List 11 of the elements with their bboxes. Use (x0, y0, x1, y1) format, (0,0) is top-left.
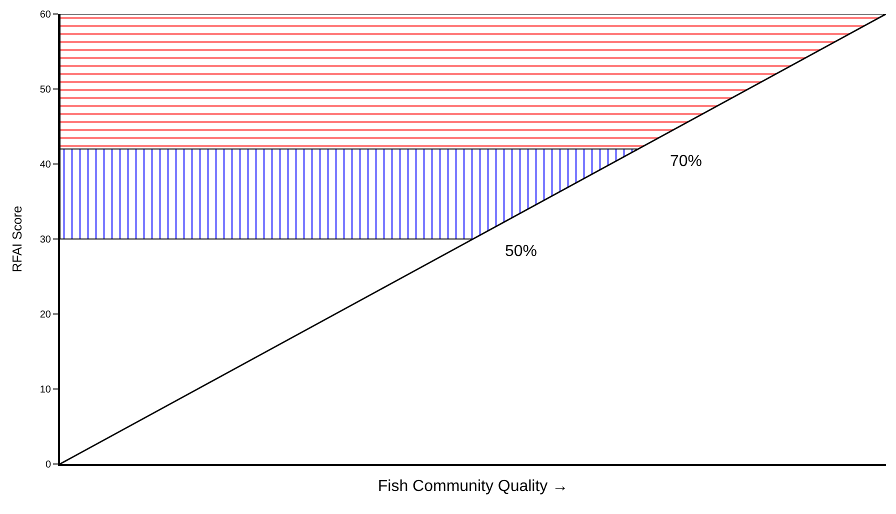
y-tick-label: 40 (40, 160, 52, 170)
y-tick-label: 60 (40, 10, 52, 20)
x-axis-title: Fish Community Quality → (378, 478, 568, 496)
y-tick-label: 30 (40, 234, 52, 246)
y-tick-label: 0 (45, 460, 52, 470)
y-tick-label: 20 (40, 310, 52, 320)
y-tick-label: 10 (40, 384, 52, 396)
band-label: 50% (505, 243, 538, 260)
y-tick-label: 50 (40, 84, 52, 96)
band-label: 70% (670, 153, 702, 170)
y-axis-title: RFAI Score (9, 206, 24, 272)
